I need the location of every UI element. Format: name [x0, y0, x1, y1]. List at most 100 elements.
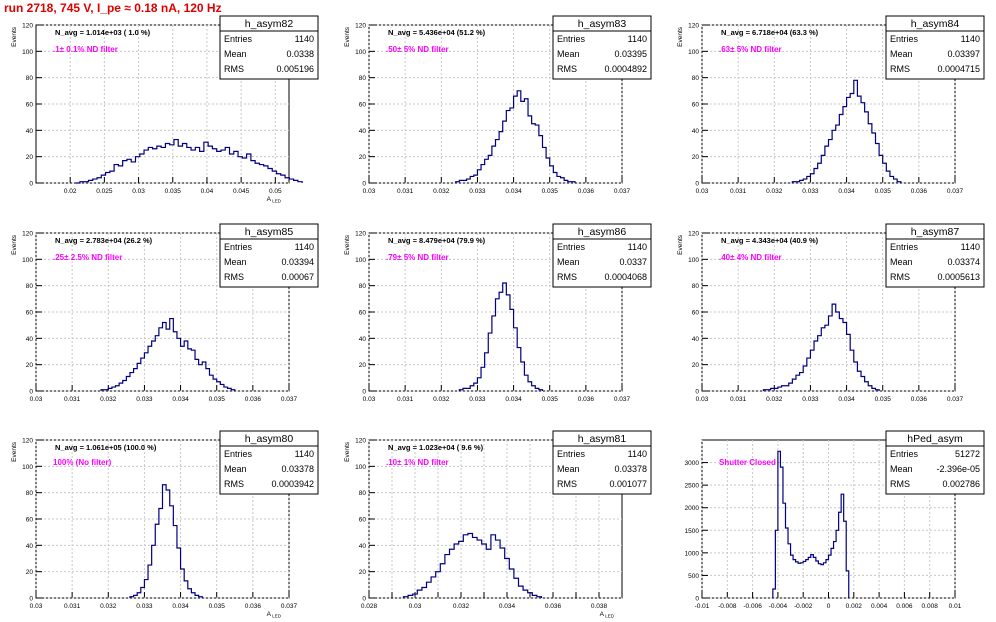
x-tick-label: 0.037	[947, 396, 964, 403]
y-tick-label: 0	[29, 596, 33, 603]
x-tick-label: 0.031	[397, 396, 414, 403]
stats-title: h_asym87	[911, 226, 960, 238]
stats-title: hPed_asym	[907, 433, 963, 445]
x-tick-label: 0.036	[578, 188, 595, 195]
stat-value: 0.0005613	[937, 272, 980, 282]
x-tick-label: 0.036	[545, 603, 562, 610]
stat-label: Mean	[890, 257, 913, 267]
histogram-panel-h_asym87: 0.03 0.031 0.032 0.033 0.034 0.035 0.036 0.037 0…	[677, 223, 985, 403]
x-tick-label: -0.006	[743, 603, 762, 610]
x-tick-label: 0.034	[172, 603, 189, 610]
y-tick-label: 20	[692, 154, 700, 161]
y-tick-label: 0	[29, 181, 33, 188]
x-tick-label: 0.036	[911, 188, 928, 195]
x-tick-label: 0.006	[896, 603, 913, 610]
y-tick-label: 40	[359, 128, 367, 135]
histogram-panel-h_asym80: 0.03 0.031 0.032 0.033 0.034 0.035 0.036 0.037 0…	[11, 430, 319, 619]
stat-label: RMS	[224, 64, 244, 74]
y-tick-label: 0	[695, 596, 699, 603]
x-tick-label: 0.036	[245, 603, 262, 610]
stat-label: RMS	[557, 479, 577, 489]
navg-annotation: N_avg = 2.783e+04 (26.2 %)	[55, 236, 153, 245]
y-tick-label: 0	[29, 389, 33, 396]
x-tick-label: -0.008	[718, 603, 737, 610]
y-tick-label: 20	[26, 154, 34, 161]
x-tick-label: 0.028	[361, 603, 378, 610]
stat-value: 0.0003942	[271, 479, 314, 489]
x-tick-label: 0.031	[730, 396, 747, 403]
stats-title: h_asym81	[578, 433, 627, 445]
page-title: run 2718, 745 V, I_pe ≈ 0.18 nA, 120 Hz	[4, 1, 222, 15]
x-tick-label: 0.032	[100, 603, 117, 610]
y-tick-label: 20	[359, 362, 367, 369]
stat-label: Entries	[224, 242, 253, 252]
x-tick-label: 0.033	[469, 188, 486, 195]
y-tick-label: 120	[22, 231, 33, 238]
x-tick-label: 0.033	[802, 396, 819, 403]
histogram-series	[791, 79, 902, 183]
stat-value: 0.005196	[276, 64, 314, 74]
stat-value: 1140	[628, 449, 647, 459]
filter-annotation: .25± 2.5% ND filter	[53, 253, 122, 262]
histogram-series	[772, 450, 850, 598]
x-axis-label-sub: LED	[271, 614, 282, 619]
x-axis-label: A LED	[600, 611, 615, 619]
x-tick-label: 0.035	[875, 188, 892, 195]
x-tick-label: 0.031	[64, 396, 81, 403]
stats-box	[552, 223, 652, 288]
x-tick-label: -0.002	[794, 603, 813, 610]
x-tick-label: -0.01	[695, 603, 710, 610]
x-tick-label: 0.037	[614, 188, 631, 195]
x-axis-label: A LED	[267, 611, 282, 619]
stats-title: h_asym86	[578, 226, 627, 238]
stats-title: h_asym83	[578, 18, 627, 30]
navg-annotation: N_avg = 6.718e+04 (63.3 %)	[721, 28, 819, 37]
y-tick-label: 100	[355, 464, 366, 471]
y-axis-label: Events	[677, 26, 684, 47]
stat-value: 0.03378	[281, 464, 314, 474]
stats-box	[219, 223, 319, 288]
x-axis-label-sub: LED	[604, 614, 615, 619]
stat-value: 0.03378	[614, 464, 647, 474]
navg-annotation: N_avg = 5.436e+04 (51.2 %)	[388, 28, 486, 37]
y-tick-label: 60	[359, 102, 367, 109]
stat-value: 1140	[295, 34, 314, 44]
x-tick-label: 0.035	[875, 396, 892, 403]
y-axis-label: Events	[344, 234, 351, 255]
x-tick-label: 0.004	[871, 603, 888, 610]
stats-title: h_asym80	[245, 433, 294, 445]
y-tick-label: 100	[22, 257, 33, 264]
histogram-series	[762, 303, 880, 391]
y-tick-label: 80	[359, 75, 367, 82]
stat-label: Mean	[557, 464, 580, 474]
y-axis-label: Events	[344, 26, 351, 47]
x-tick-label: 0.034	[505, 396, 522, 403]
stat-value: 0.0337	[619, 257, 647, 267]
x-tick-label: 0.033	[136, 603, 153, 610]
histogram-panel-h_asym85: 0.03 0.031 0.032 0.033 0.034 0.035 0.036 0.037 0…	[11, 223, 319, 403]
y-axis-label: Events	[11, 26, 18, 47]
navg-annotation: N_avg = 1.014e+03 ( 1.0 %)	[55, 28, 151, 37]
histogram-panel-hPed_asym: -0.01 -0.008 -0.006 -0.004 -0.002 0 0.002 0.004…	[685, 430, 985, 610]
stat-label: Entries	[557, 34, 586, 44]
histogram-series	[458, 282, 544, 391]
histogram-series	[100, 317, 236, 391]
x-tick-label: 0.008	[922, 603, 939, 610]
y-tick-label: 0	[695, 389, 699, 396]
x-tick-label: 0.036	[578, 396, 595, 403]
x-tick-label: 0.045	[233, 188, 250, 195]
histogram-panel-h_asym86: 0.03 0.031 0.032 0.033 0.034 0.035 0.036 0.037 0…	[344, 223, 652, 403]
x-axis-label-main: A	[600, 611, 605, 618]
stats-title: h_asym82	[245, 18, 294, 30]
y-tick-label: 500	[688, 573, 699, 580]
stat-value: 1140	[295, 449, 314, 459]
y-tick-label: 100	[22, 49, 33, 56]
stat-value: 0.00067	[281, 272, 314, 282]
y-axis-label: Events	[11, 441, 18, 462]
x-tick-label: 0.033	[802, 188, 819, 195]
y-tick-label: 40	[359, 543, 367, 550]
stats-title: h_asym84	[911, 18, 960, 30]
x-tick-label: 0.037	[614, 396, 631, 403]
y-tick-label: 120	[688, 23, 699, 30]
stat-value: -2.396e-05	[936, 464, 980, 474]
